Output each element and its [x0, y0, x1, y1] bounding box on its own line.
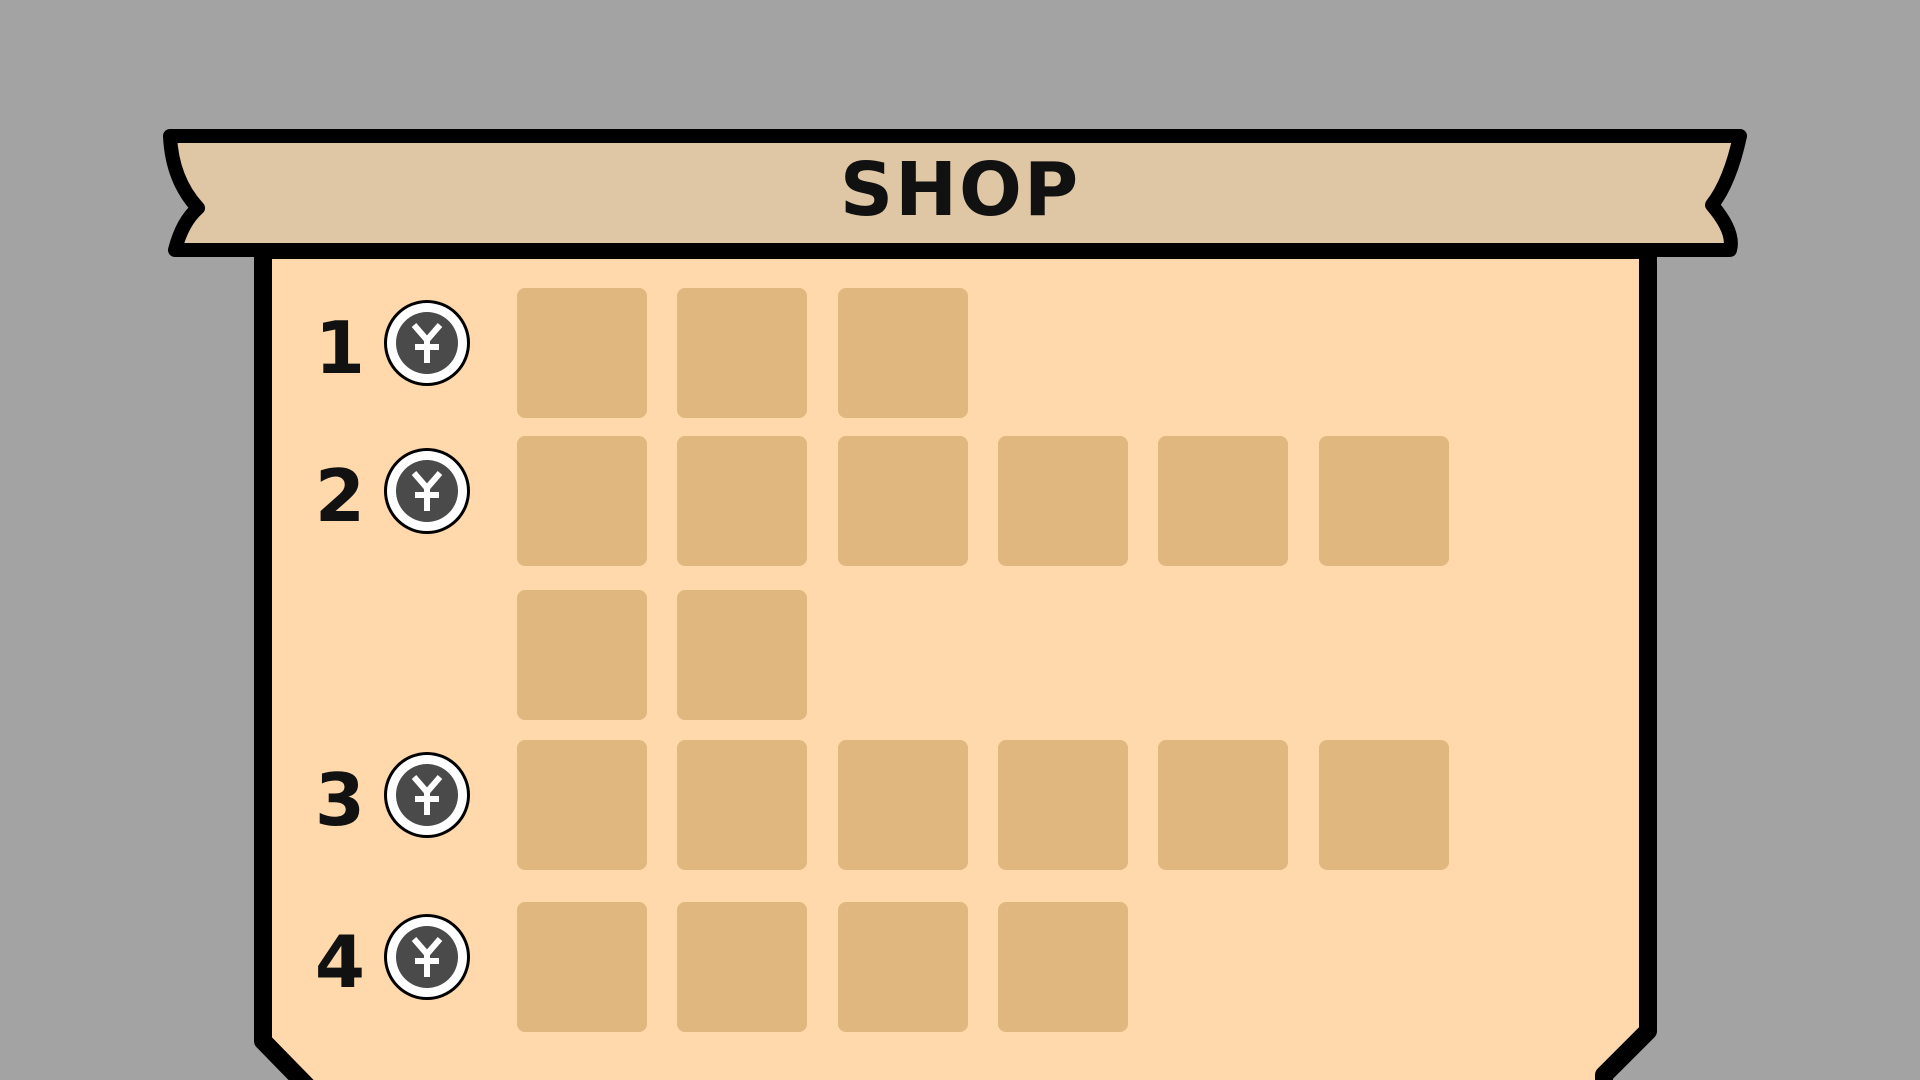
shop-slot[interactable] [677, 740, 807, 870]
shop-slot[interactable] [998, 740, 1128, 870]
shop-slot[interactable] [1319, 436, 1449, 566]
tier-3-label: 3 [314, 758, 365, 842]
shop-slot[interactable] [517, 590, 647, 720]
shop-slot[interactable] [998, 436, 1128, 566]
shop-slot[interactable] [677, 288, 807, 418]
shop-slot[interactable] [998, 902, 1128, 1032]
shop-slot[interactable] [677, 590, 807, 720]
shop-slot[interactable] [838, 902, 968, 1032]
tier-1-label: 1 [314, 306, 365, 390]
shop-slot[interactable] [838, 436, 968, 566]
shop-slot[interactable] [517, 288, 647, 418]
shop-slot[interactable] [677, 902, 807, 1032]
shop-slot[interactable] [517, 740, 647, 870]
shop-slot[interactable] [1158, 436, 1288, 566]
tier-2-label: 2 [314, 454, 365, 538]
shop-slot[interactable] [1319, 740, 1449, 870]
shop-title: SHOP [839, 147, 1081, 233]
yen-coin-icon [384, 300, 470, 386]
shop-slot[interactable] [838, 740, 968, 870]
yen-coin-icon [384, 448, 470, 534]
tier-4-label: 4 [314, 920, 365, 1004]
shop-slot[interactable] [517, 436, 647, 566]
yen-coin-icon [384, 914, 470, 1000]
shop-slot[interactable] [1158, 740, 1288, 870]
shop-slot[interactable] [517, 902, 647, 1032]
shop-slot[interactable] [677, 436, 807, 566]
shop-slot[interactable] [838, 288, 968, 418]
yen-coin-icon [384, 752, 470, 838]
